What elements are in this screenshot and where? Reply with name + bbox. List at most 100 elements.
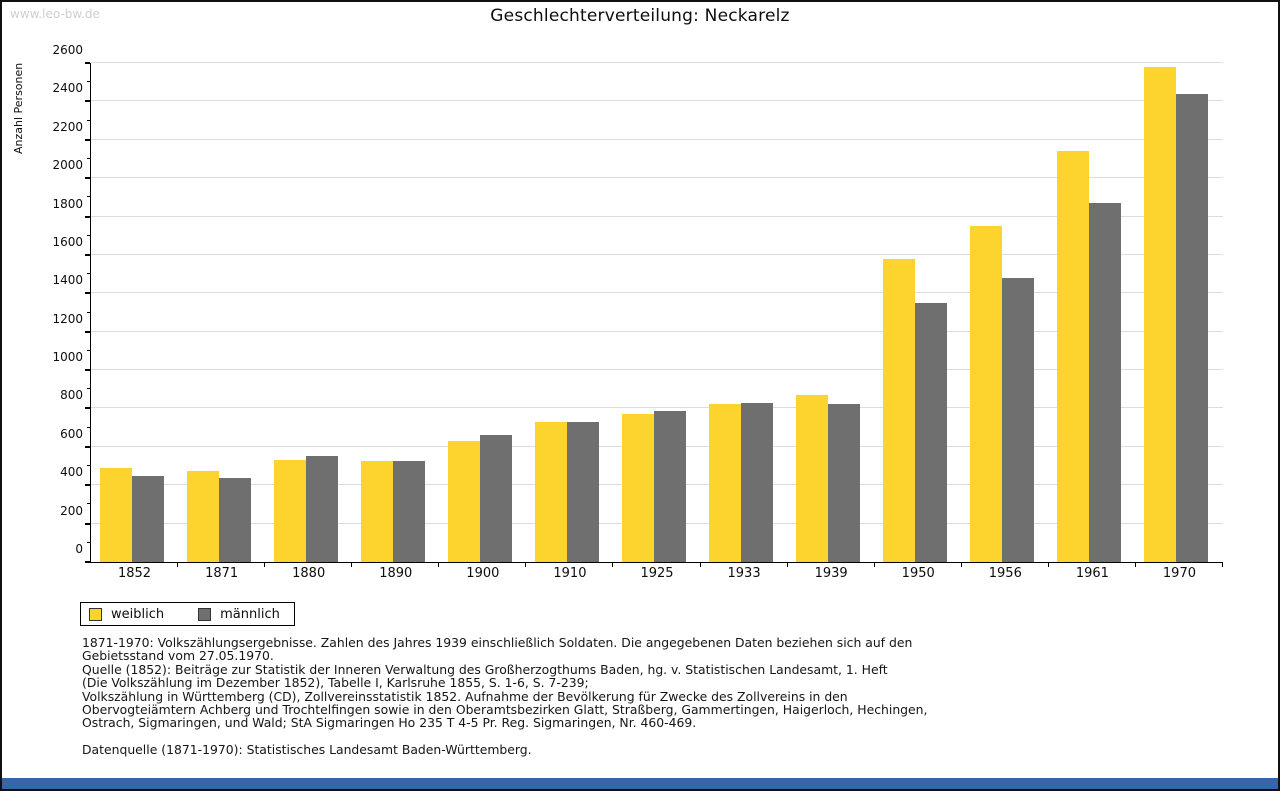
x-axis-tick bbox=[351, 563, 353, 567]
y-axis-minor-tick bbox=[87, 273, 90, 275]
x-axis-label: 1956 bbox=[988, 566, 1022, 581]
y-axis-major-tick bbox=[85, 484, 90, 487]
y-axis-minor-tick bbox=[87, 311, 90, 313]
x-axis-label: 1970 bbox=[1162, 566, 1196, 581]
bar-männlich-1970 bbox=[1176, 93, 1209, 562]
y-axis-minor-tick bbox=[87, 388, 90, 390]
legend: weiblich männlich bbox=[80, 602, 295, 626]
y-axis-minor-tick bbox=[87, 196, 90, 198]
y-axis-tick-label: 0 bbox=[75, 542, 83, 556]
y-axis-minor-tick bbox=[87, 234, 90, 236]
bar-weiblich-1900 bbox=[447, 441, 480, 562]
x-axis-label: 1939 bbox=[814, 566, 848, 581]
y-axis-minor-tick bbox=[87, 426, 90, 428]
x-axis-label: 1900 bbox=[466, 566, 500, 581]
bottom-blue-bar bbox=[2, 778, 1278, 789]
x-axis-tick bbox=[699, 563, 701, 567]
bar-weiblich-1970 bbox=[1144, 66, 1177, 562]
bar-weiblich-1939 bbox=[796, 395, 829, 562]
footnotes: 1871-1970: Volkszählungsergebnisse. Zahl… bbox=[82, 635, 1232, 757]
y-axis-tick-label: 1000 bbox=[52, 350, 83, 365]
x-axis-label: 1950 bbox=[901, 566, 935, 581]
footnote-line: Ostrach, Sigmaringen, und Wald; StA Sigm… bbox=[82, 715, 697, 731]
bar-weiblich-1950 bbox=[883, 258, 916, 562]
bar-männlich-1956 bbox=[1002, 277, 1035, 562]
y-axis-major-tick bbox=[85, 445, 90, 448]
bar-weiblich-1956 bbox=[970, 226, 1003, 562]
bar-männlich-1910 bbox=[566, 422, 599, 562]
x-axis-tick bbox=[525, 563, 527, 567]
x-axis-tick bbox=[177, 563, 179, 567]
y-axis-minor-tick bbox=[87, 465, 90, 467]
bar-männlich-1925 bbox=[654, 411, 686, 562]
footnote-line: Quelle (1852): Beiträge zur Statistik de… bbox=[82, 661, 888, 677]
bar-weiblich-1880 bbox=[273, 460, 306, 562]
x-axis-label: 1933 bbox=[727, 566, 761, 581]
y-axis-tick-label: 200 bbox=[60, 503, 83, 518]
y-axis-major-tick bbox=[85, 100, 90, 103]
y-axis-tick-label: 600 bbox=[60, 426, 83, 441]
x-axis-label: 1852 bbox=[117, 566, 152, 581]
bar-männlich-1852 bbox=[131, 475, 164, 562]
footnote-line: Volkszählung in Württemberg (CD), Zollve… bbox=[82, 688, 848, 704]
y-axis-tick-label: 1200 bbox=[52, 311, 83, 326]
y-axis-major-tick bbox=[85, 62, 90, 64]
maennlich-swatch-icon bbox=[198, 607, 212, 621]
bar-weiblich-1961 bbox=[1057, 151, 1090, 562]
gridline bbox=[91, 138, 1223, 140]
y-axis-major-tick bbox=[85, 522, 90, 525]
y-axis-major-tick bbox=[85, 292, 90, 295]
x-axis-tick bbox=[1134, 563, 1136, 567]
y-axis-minor-tick bbox=[87, 349, 90, 351]
y-axis-major-tick bbox=[85, 330, 90, 333]
y-axis-major-tick bbox=[85, 407, 90, 410]
bar-weiblich-1871 bbox=[186, 470, 219, 562]
gridline bbox=[91, 177, 1223, 179]
bar-weiblich-1890 bbox=[360, 461, 393, 562]
plot-area: 0 200 400 600 800 1000 1200 1400 1600 1800 2000 220… bbox=[52, 43, 1223, 581]
x-axis-tick bbox=[1047, 563, 1049, 567]
x-axis-tick bbox=[1222, 563, 1223, 567]
x-axis-tick bbox=[264, 563, 266, 567]
y-axis-tick-label: 2200 bbox=[52, 119, 83, 134]
bar-männlich-1890 bbox=[392, 461, 425, 562]
y-axis-tick-label: 2000 bbox=[52, 158, 83, 173]
datasource-line: Datenquelle (1871-1970): Statistisches L… bbox=[82, 741, 532, 757]
watermark: www.leo-bw.de bbox=[10, 7, 100, 21]
y-axis-minor-tick bbox=[87, 157, 90, 159]
footnote-line: 1871-1970: Volkszählungsergebnisse. Zahl… bbox=[82, 635, 913, 650]
x-axis-tick bbox=[612, 563, 614, 567]
y-axis-tick-label: 400 bbox=[60, 465, 83, 480]
y-axis-major-tick bbox=[85, 215, 90, 218]
bar-männlich-1871 bbox=[218, 477, 251, 562]
x-axis-label: 1961 bbox=[1075, 566, 1109, 581]
bar-männlich-1939 bbox=[828, 403, 861, 562]
x-axis-label: 1910 bbox=[553, 566, 587, 581]
gridline bbox=[91, 292, 1223, 294]
y-axis-tick-label: 2400 bbox=[52, 81, 83, 96]
y-axis-minor-tick bbox=[87, 81, 90, 83]
bar-männlich-1950 bbox=[915, 302, 948, 562]
bar-männlich-1900 bbox=[479, 435, 512, 562]
x-axis-tick bbox=[873, 563, 875, 567]
bar-weiblich-1925 bbox=[622, 414, 654, 562]
gridline bbox=[91, 253, 1223, 255]
y-axis-tick-label: 1600 bbox=[52, 234, 83, 249]
x-axis-label: 1880 bbox=[292, 566, 326, 581]
gridline bbox=[91, 407, 1223, 409]
x-axis-label: 1925 bbox=[640, 566, 674, 581]
gridline bbox=[91, 215, 1223, 217]
y-axis-major-tick bbox=[85, 369, 90, 372]
gridline bbox=[91, 100, 1223, 102]
y-axis-tick-label: 1400 bbox=[52, 273, 83, 288]
page-title: Geschlechterverteilung: Neckarelz bbox=[490, 6, 790, 26]
y-axis-major-tick bbox=[85, 177, 90, 180]
x-axis-label: 1871 bbox=[205, 566, 239, 581]
legend-label: weiblich bbox=[111, 606, 165, 622]
bar-weiblich-1910 bbox=[534, 421, 567, 562]
footnote-line: Obervogteiämtern Achberg und Trochtelfin… bbox=[82, 702, 928, 718]
x-axis-tick bbox=[786, 563, 788, 567]
gridline bbox=[91, 330, 1223, 332]
y-axis-tick-label: 2600 bbox=[52, 43, 83, 57]
